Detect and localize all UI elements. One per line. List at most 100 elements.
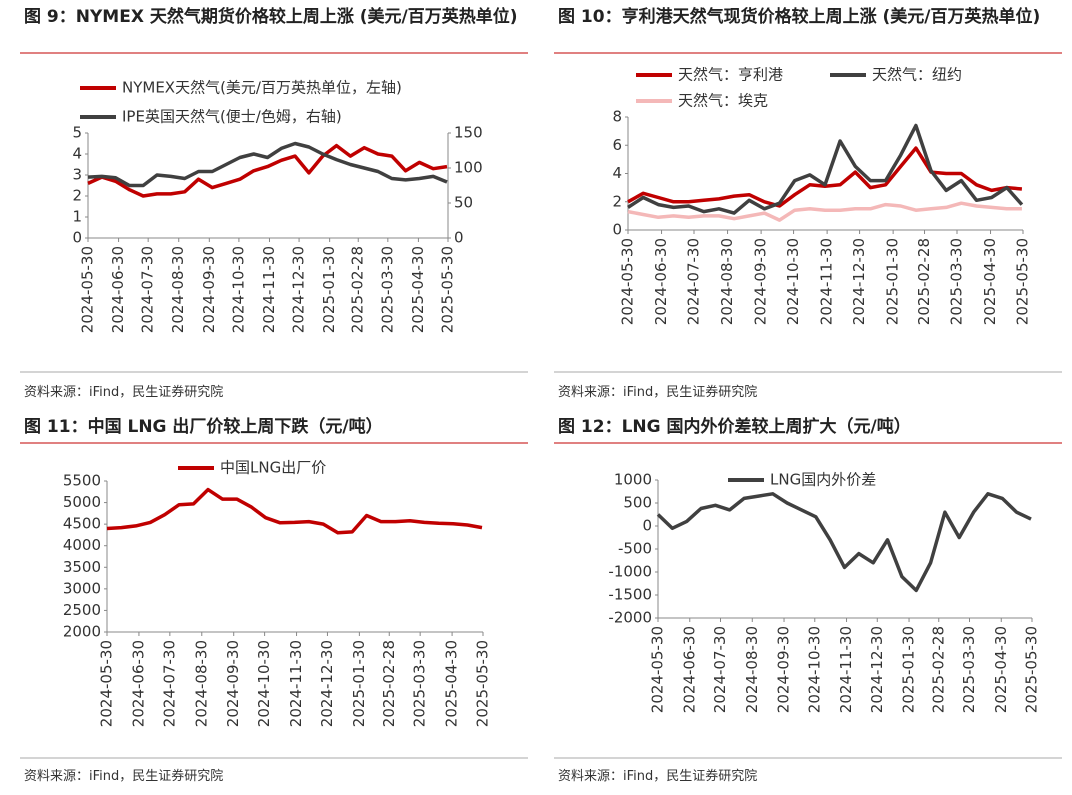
x-tick-label: 2025-05-30 [439, 246, 457, 333]
x-tick-label: 2025-04-30 [409, 246, 427, 333]
x-tick-label: 2025-05-30 [1023, 626, 1041, 713]
x-tick-label: 2025-03-30 [411, 640, 429, 727]
series-line [87, 143, 448, 198]
x-tick-label: 2024-12-30 [868, 626, 886, 713]
legend-label: 天然气：亨利港 [678, 66, 783, 84]
x-tick-label: 2024-06-30 [129, 640, 147, 727]
legend-label: IPE英国天然气(便士/色姆，右轴) [122, 108, 342, 126]
x-tick-label: 2025-01-30 [350, 640, 368, 727]
y2-tick-label: 50 [454, 194, 473, 212]
y-tick-label: 0 [72, 229, 82, 247]
x-tick-label: 2025-02-28 [380, 640, 398, 727]
series-line [627, 123, 1024, 215]
x-tick-label: 2024-05-30 [649, 626, 667, 713]
x-tick-label: 2024-09-30 [224, 640, 242, 727]
x-tick-label: 2024-08-30 [169, 246, 187, 333]
x-tick-label: 2024-10-30 [255, 640, 273, 727]
y-tick-label: 2000 [63, 623, 101, 641]
chart-title: 图 10：亨利港天然气现货价格较上周上涨 (美元/百万英热单位) [558, 7, 1041, 27]
legend-label: NYMEX天然气(美元/百万英热单位，左轴) [122, 79, 402, 97]
y-tick-label: -1500 [608, 586, 652, 604]
y2-tick-label: 150 [454, 124, 483, 142]
series-line [656, 492, 1032, 593]
y-tick-label: 4000 [63, 536, 101, 554]
source-note: 资料来源：iFind，民生证券研究院 [558, 385, 758, 400]
x-tick-label: 2024-07-30 [160, 640, 178, 727]
x-tick-label: 2024-11-30 [837, 626, 855, 713]
x-tick-label: 2025-01-30 [900, 626, 918, 713]
source-note: 资料来源：iFind，民生证券研究院 [558, 769, 758, 784]
x-tick-label: 2024-11-30 [818, 238, 836, 325]
x-tick-label: 2024-05-30 [79, 246, 97, 333]
x-tick-label: 2024-10-30 [229, 246, 247, 333]
x-tick-label: 2024-11-30 [287, 640, 305, 727]
x-tick-label: 2025-02-28 [349, 246, 367, 333]
x-tick-label: 2024-06-30 [652, 238, 670, 325]
x-tick-label: 2024-05-30 [619, 238, 637, 325]
y-tick-label: 1 [72, 208, 82, 226]
legend-label: 天然气：埃克 [678, 92, 768, 110]
x-tick-label: 2024-07-30 [685, 238, 703, 325]
y-tick-label: 5000 [63, 493, 101, 511]
x-tick-label: 2024-07-30 [139, 246, 157, 333]
y-tick-label: 6 [612, 136, 622, 154]
y-tick-label: -500 [618, 540, 652, 558]
chart-title: 图 9：NYMEX 天然气期货价格较上周上涨 (美元/百万英热单位) [24, 7, 518, 27]
x-tick-label: 2025-04-30 [981, 238, 999, 325]
y-tick-label: 3000 [63, 579, 101, 597]
y-tick-label: 2 [612, 192, 622, 210]
x-tick-label: 2024-06-30 [109, 246, 127, 333]
x-tick-label: 2024-10-30 [784, 238, 802, 325]
x-tick-label: 2025-04-30 [443, 640, 461, 727]
series-line [627, 146, 1023, 208]
x-tick-label: 2024-08-30 [192, 640, 210, 727]
x-tick-label: 2025-05-30 [474, 640, 492, 727]
series-line [627, 201, 1022, 222]
x-tick-label: 2025-01-30 [884, 238, 902, 325]
x-tick-label: 2024-12-30 [850, 238, 868, 325]
y-tick-label: 500 [623, 494, 652, 512]
x-tick-label: 2024-12-30 [290, 246, 308, 333]
y-tick-label: -1000 [608, 563, 652, 581]
x-tick-label: 2024-11-30 [260, 246, 278, 333]
x-tick-label: 2025-02-28 [929, 626, 947, 713]
x-tick-label: 2025-04-30 [992, 626, 1010, 713]
y2-tick-label: 0 [454, 229, 464, 247]
y-tick-label: 0 [642, 517, 652, 535]
y-tick-label: 2500 [63, 601, 101, 619]
x-tick-label: 2024-09-30 [200, 246, 218, 333]
y-tick-label: 4 [72, 145, 82, 163]
series-line [106, 487, 483, 535]
y-tick-label: 0 [612, 221, 622, 239]
x-tick-label: 2025-01-30 [320, 246, 338, 333]
legend-label: 天然气：纽约 [872, 66, 962, 84]
x-tick-label: 2024-09-30 [752, 238, 770, 325]
legend-label: 中国LNG出厂价 [220, 459, 326, 477]
y-tick-label: 1000 [614, 471, 652, 489]
y-tick-label: 3 [72, 166, 82, 184]
x-tick-label: 2024-10-30 [805, 626, 823, 713]
y-tick-label: 3500 [63, 558, 101, 576]
legend-label: LNG国内外价差 [770, 471, 876, 489]
y-tick-label: 5500 [63, 472, 101, 490]
x-tick-label: 2024-12-30 [318, 640, 336, 727]
y-tick-label: 4 [612, 164, 622, 182]
x-tick-label: 2024-06-30 [680, 626, 698, 713]
x-tick-label: 2025-03-30 [378, 246, 396, 333]
y-tick-label: 8 [612, 108, 622, 126]
x-tick-label: 2024-08-30 [718, 238, 736, 325]
y2-tick-label: 100 [454, 159, 483, 177]
x-tick-label: 2025-02-28 [915, 238, 933, 325]
y-tick-label: -2000 [608, 609, 652, 627]
series-line [87, 141, 448, 188]
x-tick-label: 2024-08-30 [743, 626, 761, 713]
chart-title: 图 12：LNG 国内外价差较上周扩大（元/吨） [558, 417, 911, 437]
y-tick-label: 2 [72, 187, 82, 205]
chart-title: 图 11：中国 LNG 出厂价较上周下跌（元/吨） [24, 417, 383, 437]
x-tick-label: 2024-07-30 [711, 626, 729, 713]
x-tick-label: 2024-09-30 [775, 626, 793, 713]
x-tick-label: 2025-03-30 [947, 238, 965, 325]
x-tick-label: 2024-05-30 [98, 640, 116, 727]
